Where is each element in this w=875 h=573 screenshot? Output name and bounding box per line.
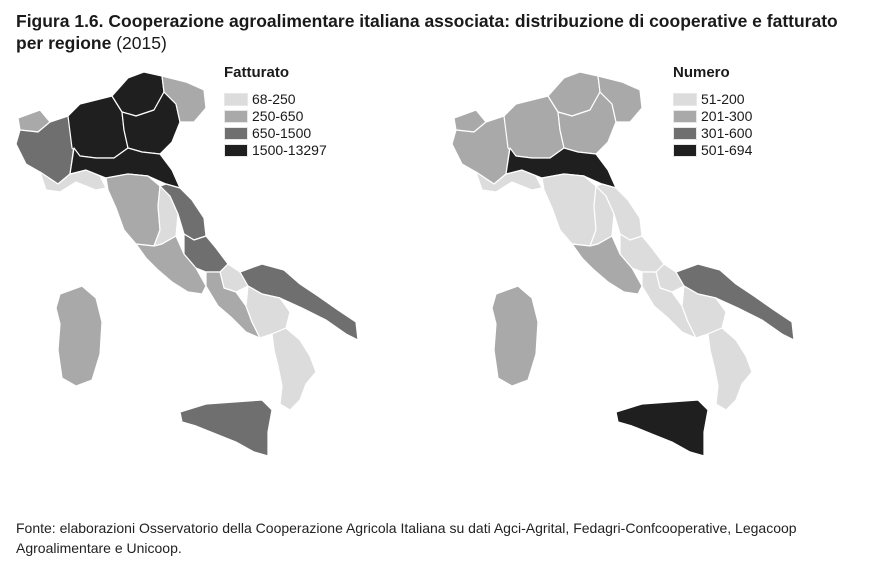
legend-swatch xyxy=(673,143,697,157)
legend-label: 51-200 xyxy=(701,91,745,107)
legend-swatch xyxy=(673,92,697,106)
legend-swatch xyxy=(224,109,248,123)
source-note: Fonte: elaborazioni Osservatorio della C… xyxy=(16,520,797,556)
legend-title: Fatturato xyxy=(224,64,289,81)
legend-numero: Numero 51-200 201-300 301-600 501-694 xyxy=(673,64,752,159)
legend-title: Numero xyxy=(673,64,730,81)
legend-label: 501-694 xyxy=(701,142,753,158)
legend-item: 650-1500 xyxy=(224,125,327,141)
region-friuli-venezia-giulia xyxy=(161,75,207,123)
legend-item: 301-600 xyxy=(673,125,752,141)
region-toscana xyxy=(541,173,597,247)
region-calabria xyxy=(707,327,753,411)
region-sardegna xyxy=(55,285,103,387)
map-fatturato-svg xyxy=(15,71,359,457)
region-sicilia xyxy=(615,399,709,457)
region-calabria xyxy=(271,327,317,411)
map-fatturato xyxy=(10,60,430,510)
legend-label: 250-650 xyxy=(252,108,304,124)
legend-item: 201-300 xyxy=(673,108,752,124)
legend-swatch xyxy=(673,109,697,123)
map-numero-svg xyxy=(451,71,795,457)
legend-item: 501-694 xyxy=(673,142,752,158)
legend-label: 201-300 xyxy=(701,108,753,124)
legend-swatch xyxy=(224,92,248,106)
legend-item: 51-200 xyxy=(673,91,752,107)
figure-year: (2015) xyxy=(116,33,167,53)
figure-title: Figura 1.6. Cooperazione agroalimentare … xyxy=(16,10,856,54)
legend-label: 68-250 xyxy=(252,91,296,107)
legend-swatch xyxy=(224,126,248,140)
region-friuli-venezia-giulia xyxy=(597,75,643,123)
region-sicilia xyxy=(179,399,273,457)
legend-item: 1500-13297 xyxy=(224,142,327,158)
legend-label: 1500-13297 xyxy=(252,142,327,158)
region-sardegna xyxy=(491,285,539,387)
legend-swatch xyxy=(673,126,697,140)
region-toscana xyxy=(105,173,161,247)
region-liguria xyxy=(39,169,107,193)
legend-label: 301-600 xyxy=(701,125,753,141)
region-veneto xyxy=(557,91,617,155)
region-emilia-romagna xyxy=(505,147,617,189)
region-emilia-romagna xyxy=(69,147,181,189)
legend-fatturato: Fatturato 68-250 250-650 650-1500 1500-1… xyxy=(224,64,327,159)
legend-item: 250-650 xyxy=(224,108,327,124)
legend-label: 650-1500 xyxy=(252,125,312,141)
legend-swatch xyxy=(224,143,248,157)
figure-title-text: Figura 1.6. Cooperazione agroalimentare … xyxy=(16,11,838,53)
map-numero xyxy=(446,60,866,510)
region-veneto xyxy=(121,91,181,155)
region-liguria xyxy=(475,169,543,193)
legend-item: 68-250 xyxy=(224,91,327,107)
